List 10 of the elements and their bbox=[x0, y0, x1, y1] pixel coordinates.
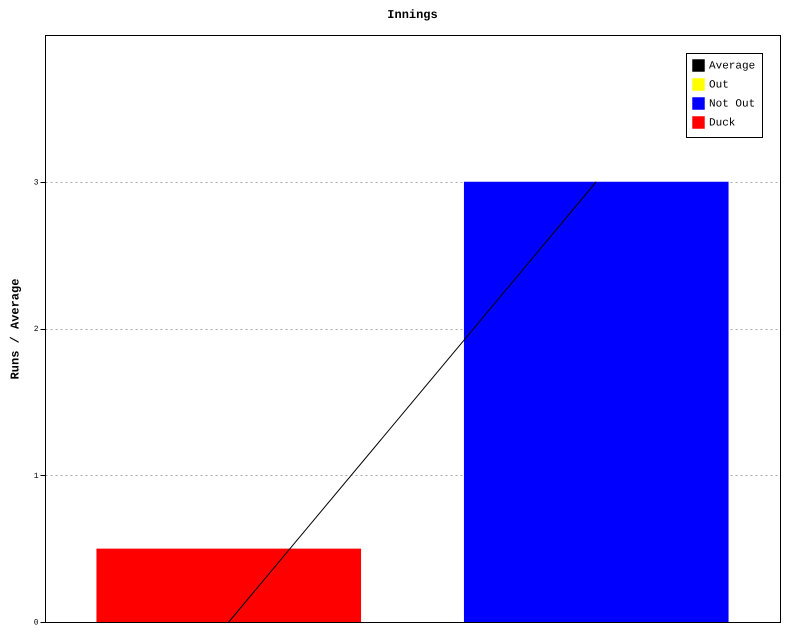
y-axis-title: Runs / Average bbox=[8, 278, 23, 380]
legend-label: Not Out bbox=[709, 98, 756, 110]
y-tick-label: 3 bbox=[34, 178, 39, 188]
y-tick-label: 2 bbox=[34, 325, 39, 334]
legend-label: Out bbox=[709, 80, 729, 92]
y-tick-label: 1 bbox=[34, 472, 39, 481]
legend-label: Average bbox=[709, 60, 756, 72]
y-tick-label: 0 bbox=[34, 618, 39, 628]
legend-label: Duck bbox=[709, 118, 736, 130]
chart-title: Innings bbox=[387, 8, 438, 22]
